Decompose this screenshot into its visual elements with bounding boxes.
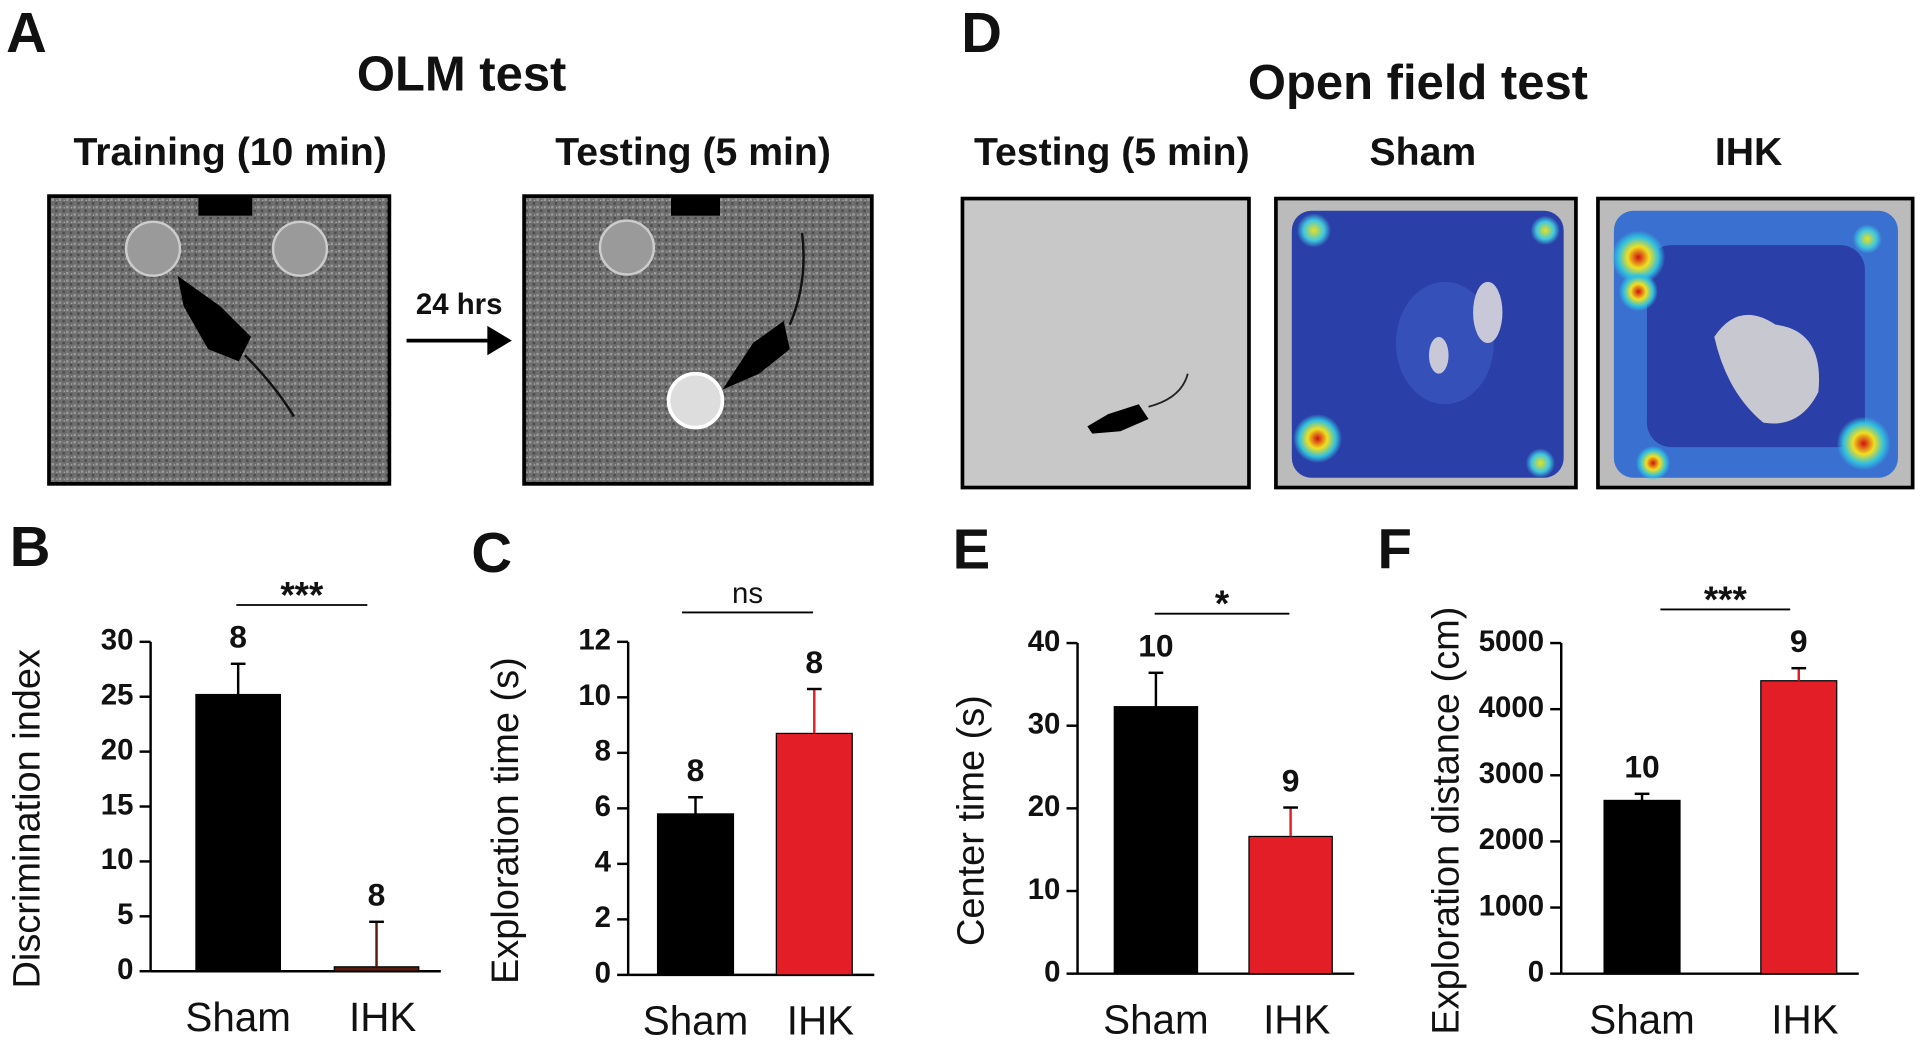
panel-letter: B — [10, 515, 51, 578]
x-tick-label: IHK — [787, 998, 854, 1044]
image-caption: Sham — [1370, 131, 1477, 174]
y-tick-label: 4000 — [1479, 691, 1544, 724]
bar — [775, 732, 853, 976]
y-tick-label: 8 — [595, 735, 611, 768]
testing-photo — [522, 194, 874, 486]
significance-label: * — [1215, 583, 1230, 624]
n-label: 9 — [1790, 623, 1808, 659]
n-label: 8 — [368, 877, 386, 913]
x-tick-label: IHK — [349, 994, 416, 1040]
image-caption: IHK — [1715, 131, 1782, 174]
y-tick-label: 3000 — [1479, 757, 1544, 790]
n-label: 8 — [805, 644, 823, 680]
y-tick-label: 30 — [101, 624, 134, 657]
n-label: 8 — [687, 752, 705, 788]
bar — [1603, 799, 1681, 975]
sham-heatmap — [1274, 196, 1578, 490]
x-tick-label: IHK — [1771, 996, 1838, 1042]
panel-letter: F — [1378, 518, 1412, 581]
x-tick-label: Sham — [1589, 996, 1695, 1042]
x-tick-label: IHK — [1263, 996, 1330, 1042]
y-tick-label: 20 — [1028, 790, 1061, 823]
y-tick-label: 5000 — [1479, 625, 1544, 658]
bar — [195, 693, 282, 972]
y-tick-label: 0 — [1528, 955, 1544, 988]
y-tick-label: 10 — [578, 679, 611, 712]
y-tick-label: 1000 — [1479, 889, 1544, 922]
x-tick-label: Sham — [643, 998, 749, 1044]
y-tick-label: 2 — [595, 901, 611, 934]
y-axis-label: Discrimination index — [6, 649, 48, 988]
arrow-label: 24 hrs — [416, 288, 503, 321]
n-label: 10 — [1624, 749, 1659, 785]
bar — [656, 813, 735, 976]
y-tick-label: 10 — [1028, 873, 1061, 906]
y-axis-label: Exploration time (s) — [485, 657, 527, 984]
arrow — [406, 325, 512, 356]
ihk-heatmap — [1596, 196, 1915, 490]
y-tick-label: 0 — [117, 953, 133, 986]
training-photo — [47, 194, 392, 486]
panel-letter: E — [953, 518, 991, 581]
y-tick-label: 30 — [1028, 707, 1061, 740]
y-tick-label: 12 — [578, 624, 611, 657]
image-caption: Testing (5 min) — [974, 131, 1250, 174]
y-tick-label: 15 — [101, 788, 134, 821]
bar — [1760, 680, 1838, 975]
y-tick-label: 0 — [1044, 955, 1060, 988]
y-tick-label: 4 — [595, 846, 612, 879]
panel-letter: A — [6, 1, 47, 64]
bar — [1113, 706, 1199, 975]
y-axis-label: Center time (s) — [951, 695, 993, 946]
panel-letter: C — [471, 521, 512, 584]
significance-label: ns — [732, 577, 763, 610]
n-label: 9 — [1282, 762, 1300, 798]
n-label: 8 — [229, 619, 247, 655]
y-tick-label: 0 — [595, 957, 611, 990]
y-tick-label: 20 — [101, 733, 134, 766]
significance-label: *** — [1704, 579, 1748, 620]
panel-title: Open field test — [1248, 56, 1588, 110]
y-tick-label: 5 — [117, 898, 133, 931]
bar — [333, 966, 420, 972]
y-tick-label: 6 — [595, 790, 611, 823]
bar — [1248, 835, 1333, 975]
significance-label: *** — [280, 574, 324, 615]
y-axis-label: Exploration distance (cm) — [1426, 607, 1468, 1035]
x-tick-label: Sham — [185, 994, 291, 1040]
image-caption: Training (10 min) — [73, 131, 386, 174]
image-caption: Testing (5 min) — [555, 131, 831, 174]
panel-letter: D — [961, 1, 1002, 64]
y-tick-label: 25 — [101, 678, 134, 711]
open-field-photo — [960, 196, 1251, 490]
n-label: 10 — [1138, 628, 1173, 664]
y-tick-label: 40 — [1028, 625, 1061, 658]
y-tick-label: 2000 — [1479, 823, 1544, 856]
x-tick-label: Sham — [1103, 996, 1209, 1042]
panel-title: OLM test — [357, 47, 566, 101]
y-tick-label: 10 — [101, 843, 134, 876]
